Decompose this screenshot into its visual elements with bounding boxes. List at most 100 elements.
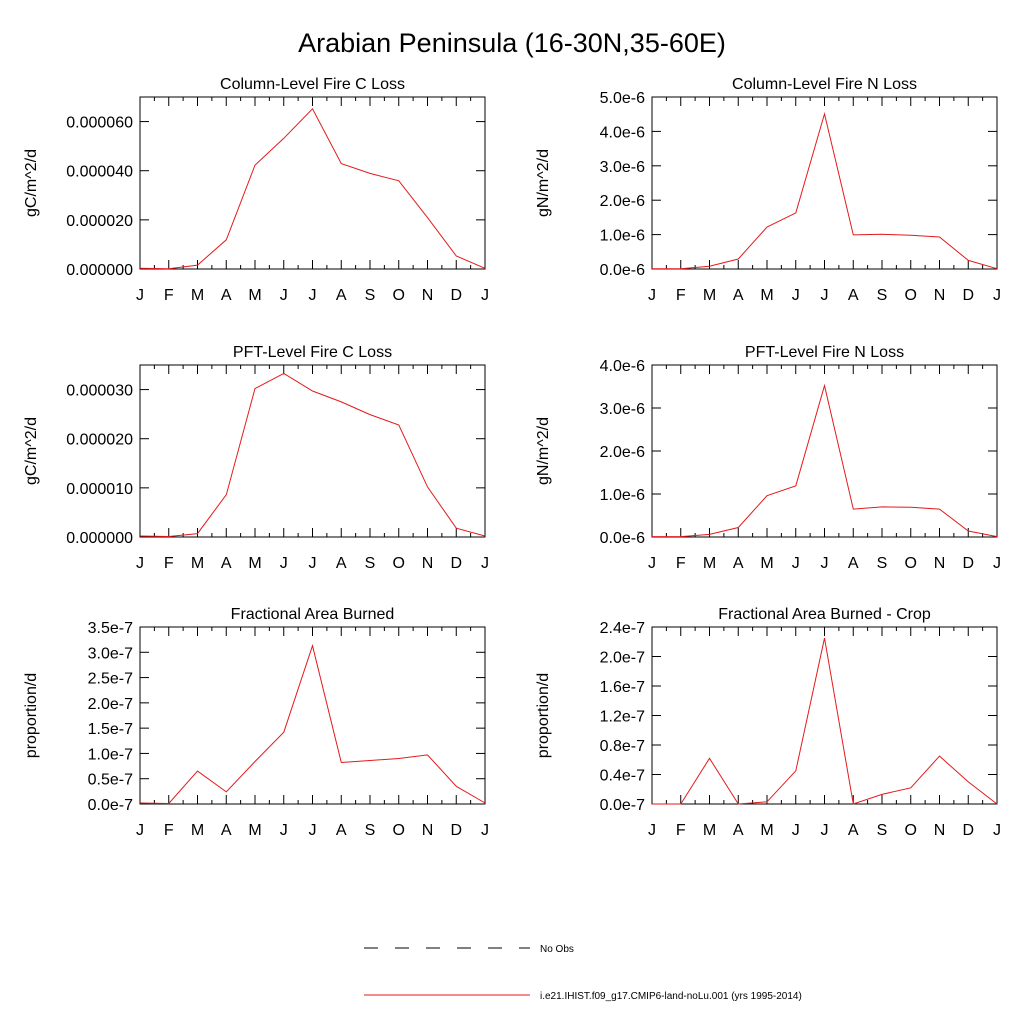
legend-label-no-obs: No Obs [540, 944, 574, 955]
x-tick-label: A [221, 555, 232, 572]
x-tick-label: F [164, 555, 174, 572]
x-tick-label: A [848, 287, 859, 304]
series-line [139, 107, 486, 270]
x-tick-label: N [422, 555, 434, 572]
series-line [139, 372, 486, 538]
x-tick-label: J [309, 822, 317, 839]
x-tick-label: A [336, 555, 347, 572]
y-tick-label: 0.000030 [66, 383, 133, 400]
x-tick-label: M [703, 822, 716, 839]
x-tick-label: F [676, 822, 686, 839]
x-tick-label: J [648, 287, 656, 304]
y-tick-label: 5.0e-6 [600, 90, 645, 107]
x-tick-label: F [164, 822, 174, 839]
x-tick-label: J [648, 822, 656, 839]
x-tick-label: M [191, 287, 204, 304]
x-tick-label: A [336, 822, 347, 839]
y-tick-label: 4.0e-6 [600, 124, 645, 141]
x-tick-label: F [676, 287, 686, 304]
y-axis-label: gC/m^2/d [23, 417, 40, 485]
x-tick-label: M [191, 822, 204, 839]
x-tick-label: N [422, 822, 434, 839]
x-tick-label: S [365, 555, 376, 572]
x-tick-label: M [703, 555, 716, 572]
x-tick-label: J [280, 287, 288, 304]
x-tick-label: D [962, 555, 974, 572]
y-tick-label: 0.4e-7 [600, 768, 645, 785]
x-tick-label: J [821, 822, 829, 839]
y-tick-label: 0.5e-7 [88, 772, 133, 789]
x-tick-label: A [733, 555, 744, 572]
y-tick-label: 1.0e-6 [600, 487, 645, 504]
y-tick-label: 0.000000 [66, 530, 133, 547]
x-tick-label: J [280, 555, 288, 572]
y-tick-label: 1.6e-7 [600, 679, 645, 696]
y-tick-label: 2.4e-7 [600, 620, 645, 637]
chart-title: Column-Level Fire N Loss [732, 76, 917, 93]
x-tick-label: J [280, 822, 288, 839]
y-tick-label: 2.5e-7 [88, 671, 133, 688]
x-tick-label: J [792, 555, 800, 572]
x-tick-label: S [877, 555, 888, 572]
chart-title: Fractional Area Burned [231, 606, 395, 623]
x-tick-label: J [136, 555, 144, 572]
x-tick-label: M [760, 287, 773, 304]
x-tick-label: D [450, 555, 462, 572]
y-axis-label: gN/m^2/d [535, 417, 552, 485]
x-tick-label: F [164, 287, 174, 304]
x-tick-label: A [336, 287, 347, 304]
x-tick-label: S [365, 822, 376, 839]
chart-panel: Fractional Area Burned - Crop proportion/… [535, 606, 1001, 839]
y-tick-label: 0.0e-6 [600, 530, 645, 547]
y-tick-label: 3.0e-6 [600, 401, 645, 418]
x-tick-label: N [422, 287, 434, 304]
y-tick-label: 0.000040 [66, 164, 133, 181]
series-line [652, 637, 998, 805]
series-line [139, 643, 486, 805]
chart-title: Column-Level Fire C Loss [220, 76, 405, 93]
x-tick-label: O [905, 822, 917, 839]
plot-frame [651, 96, 998, 270]
y-tick-label: 0.0e-7 [88, 797, 133, 814]
y-tick-label: 2.0e-6 [600, 193, 645, 210]
x-tick-label: J [481, 555, 489, 572]
y-tick-label: 1.5e-7 [88, 721, 133, 738]
x-tick-label: S [877, 287, 888, 304]
plot-frame [651, 626, 998, 805]
x-tick-label: J [648, 555, 656, 572]
x-tick-label: D [962, 822, 974, 839]
x-tick-label: N [934, 555, 946, 572]
x-tick-label: F [676, 555, 686, 572]
y-tick-label: 2.0e-6 [600, 444, 645, 461]
y-axis-label: proportion/d [23, 673, 40, 758]
y-axis-label: gN/m^2/d [535, 149, 552, 217]
series-line [652, 111, 998, 270]
plot-frame [139, 96, 486, 270]
y-tick-label: 0.0e-7 [600, 797, 645, 814]
x-tick-label: J [993, 822, 1001, 839]
x-tick-label: D [962, 287, 974, 304]
x-tick-label: J [821, 555, 829, 572]
y-tick-label: 1.2e-7 [600, 709, 645, 726]
x-tick-label: J [136, 287, 144, 304]
x-tick-label: M [703, 287, 716, 304]
y-tick-label: 0.000020 [66, 432, 133, 449]
y-tick-label: 1.0e-7 [88, 746, 133, 763]
x-tick-label: A [848, 555, 859, 572]
figure-title: Arabian Peninsula (16-30N,35-60E) [298, 28, 726, 58]
x-tick-label: N [934, 287, 946, 304]
x-tick-label: O [905, 287, 917, 304]
chart-title: PFT-Level Fire C Loss [233, 344, 392, 361]
x-tick-label: M [760, 555, 773, 572]
x-tick-label: J [481, 287, 489, 304]
x-tick-label: S [877, 822, 888, 839]
y-tick-label: 0.000060 [66, 115, 133, 132]
x-tick-label: J [993, 287, 1001, 304]
chart-title: Fractional Area Burned - Crop [718, 606, 931, 623]
x-tick-label: N [934, 822, 946, 839]
